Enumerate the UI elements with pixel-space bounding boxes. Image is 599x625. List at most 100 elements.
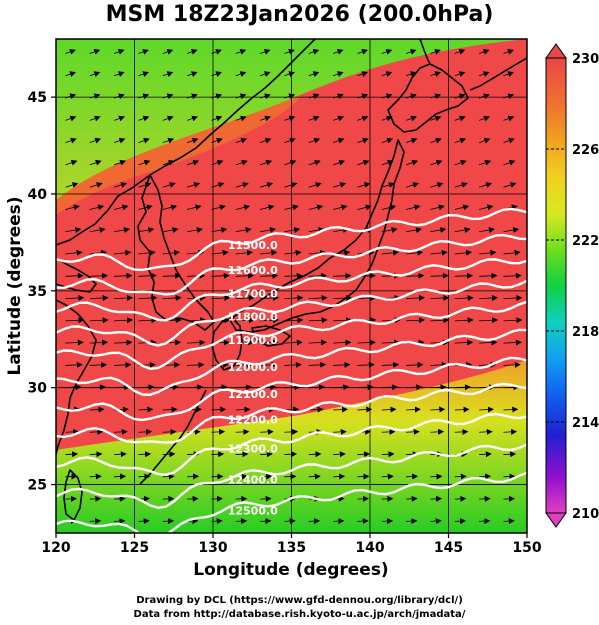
wind-arrow [381, 182, 395, 188]
wind-arrow [65, 93, 77, 100]
wind-arrow [162, 272, 182, 279]
wind-arrow [284, 294, 304, 301]
wind-arrow [454, 406, 470, 413]
wind-arrow [357, 71, 368, 77]
wind-arrow [284, 317, 304, 324]
colorbar-bottom-arrow [545, 512, 567, 528]
wind-arrow [357, 473, 370, 480]
wind-arrow [479, 428, 493, 435]
wind-arrow [138, 71, 149, 77]
height-contour [56, 443, 527, 510]
wind-arrow [65, 339, 84, 346]
wind-arrow [211, 272, 230, 279]
wind-arrow [284, 137, 296, 144]
wind-arrow [89, 294, 109, 301]
x-tick-label: 120 [41, 540, 70, 556]
x-tick-label: 150 [512, 540, 541, 556]
wind-arrow [113, 159, 127, 166]
wind-arrow [211, 428, 226, 435]
wind-arrow [260, 294, 279, 301]
wind-arrow [308, 49, 320, 55]
height-contours [56, 207, 527, 533]
x-axis-label: Longitude (degrees) [193, 560, 388, 580]
wind-arrow [235, 317, 255, 324]
wind-arrow [187, 495, 199, 502]
wind-arrow [284, 49, 295, 55]
y-tick-label: 40 [28, 187, 48, 203]
wind-arrow [65, 159, 78, 166]
wind-arrow [479, 294, 499, 301]
wind-arrow [284, 204, 299, 211]
wind-arrow [211, 115, 223, 122]
wind-arrow [357, 49, 368, 55]
wind-arrow [65, 71, 76, 77]
wind-arrow [503, 451, 517, 458]
wind-arrow [235, 495, 248, 502]
wind-arrow [114, 249, 132, 256]
wind-arrow [211, 71, 222, 77]
wind-arrow [357, 294, 377, 301]
wind-arrow [381, 249, 400, 256]
wind-arrow [138, 137, 150, 144]
wind-arrow [260, 495, 272, 502]
wind-arrow [138, 451, 152, 458]
wind-arrow [357, 159, 370, 166]
wind-arrow [308, 317, 328, 324]
wind-arrow [357, 182, 371, 188]
wind-arrow [430, 227, 447, 233]
wind-arrow [235, 249, 253, 256]
wind-arrow [114, 317, 133, 324]
wind-arrow [260, 451, 273, 458]
wind-arrow [235, 294, 255, 301]
contour-label: 11800.0 [228, 311, 278, 324]
wind-arrow [114, 473, 127, 480]
coastlines [56, 39, 527, 521]
wind-arrow [357, 93, 369, 100]
wind-arrow [113, 49, 125, 55]
map-title: MSM 18Z23Jan2026 (200.0hPa) [105, 2, 494, 27]
wind-arrow [186, 115, 199, 122]
wind-arrow [357, 518, 369, 525]
wind-arrow [89, 159, 102, 166]
wind-arrow [65, 272, 84, 279]
wind-arrow [186, 93, 198, 100]
wind-arrow [138, 159, 151, 166]
wind-arrow [308, 227, 325, 233]
wind-arrow [162, 137, 175, 144]
wind-arrow [235, 272, 255, 279]
wind-arrow [406, 317, 426, 324]
wind-arrow [381, 71, 393, 77]
x-axis: 120 125 130 135 140 145 150 [41, 533, 542, 556]
wind-arrow [138, 49, 149, 55]
wind-arrow [113, 71, 125, 77]
wind-arrow [211, 204, 226, 211]
wind-arrow [454, 317, 474, 324]
wind-arrow [333, 451, 346, 458]
wind-arrow [114, 272, 133, 279]
wind-arrow [235, 428, 250, 435]
wind-arrow [479, 204, 494, 211]
y-tick-label: 30 [28, 381, 48, 397]
wind-arrow [381, 518, 394, 525]
wind-arrow [162, 204, 178, 211]
wind-arrow [381, 428, 396, 435]
wind-arrow [162, 249, 180, 256]
wind-arrow [430, 204, 445, 211]
wind-arrow [235, 93, 247, 100]
wind-arrow [405, 115, 418, 122]
wind-arrow [113, 204, 129, 211]
wind-arrow [405, 137, 418, 144]
credit-data-source: Data from http://database.rish.kyoto-u.a… [133, 609, 466, 620]
colorbar-tick-label: 230 [572, 52, 599, 67]
wind-arrow [113, 93, 125, 100]
wind-arrow [235, 361, 254, 368]
wind-arrow [138, 249, 156, 256]
wind-arrow [479, 518, 491, 525]
wind-arrow [479, 473, 492, 480]
wind-arrow [89, 93, 101, 100]
wind-arrow [187, 317, 207, 324]
wind-arrow [162, 227, 179, 233]
x-tick-label: 145 [434, 540, 463, 556]
wind-arrow [333, 473, 346, 480]
wind-arrow [187, 227, 203, 233]
